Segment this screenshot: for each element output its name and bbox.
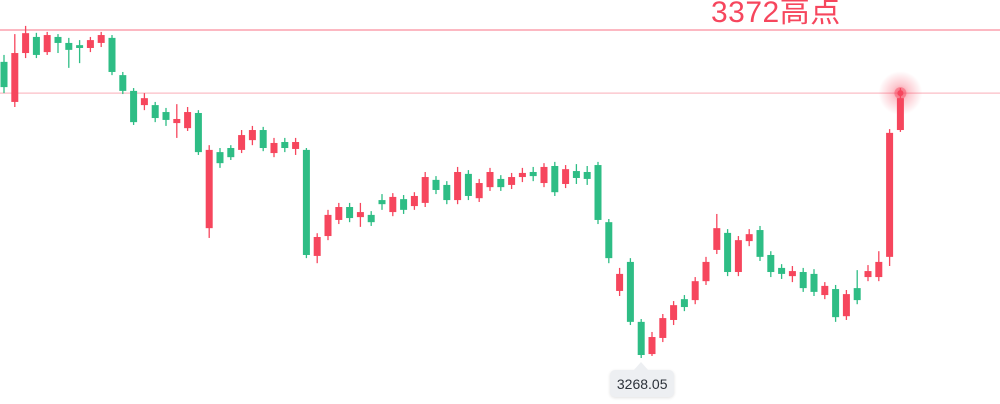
candle[interactable] [281,137,289,153]
candle[interactable] [356,202,364,227]
candle[interactable] [605,219,613,264]
candle[interactable] [216,148,224,168]
candle[interactable] [659,313,667,343]
candle[interactable] [518,167,526,183]
candle[interactable] [626,258,634,326]
candle[interactable] [562,165,570,189]
candle[interactable] [410,192,418,210]
candle[interactable] [788,266,796,283]
low-price-tooltip: 3268.05 [610,362,675,397]
candle[interactable] [205,145,213,238]
tooltip-price-text: 3268.05 [616,375,668,392]
candle[interactable] [130,88,138,125]
candle[interactable] [734,236,742,277]
candle[interactable] [529,166,537,182]
candle[interactable] [832,284,840,322]
candle[interactable] [313,233,321,264]
candle[interactable] [86,36,94,53]
candle[interactable] [238,130,246,154]
candle[interactable] [76,40,84,64]
candle[interactable] [616,267,624,296]
candle[interactable] [702,256,710,285]
candle[interactable] [292,137,300,155]
candle[interactable] [551,161,559,196]
candle[interactable] [378,194,386,210]
candle[interactable] [756,225,764,261]
candle[interactable] [572,164,580,184]
candle[interactable] [443,181,451,205]
candle[interactable] [65,37,73,68]
candle[interactable] [508,172,516,190]
candle[interactable] [259,126,267,152]
candle[interactable] [778,264,786,279]
candle[interactable] [248,125,256,146]
candle[interactable] [22,25,30,59]
candle[interactable] [464,170,472,201]
candle[interactable] [367,211,375,226]
candle[interactable] [162,107,170,126]
candle[interactable] [140,93,148,111]
candle[interactable] [886,129,894,267]
resistance-label: 3372高点 [711,0,841,29]
candle[interactable] [745,229,753,247]
candle[interactable] [670,301,678,326]
candle[interactable] [821,282,829,300]
candle[interactable] [497,175,505,191]
candle[interactable] [648,331,656,356]
candle[interactable] [486,167,494,191]
candle[interactable] [853,270,861,305]
candle[interactable] [184,106,192,131]
candle[interactable] [54,34,62,54]
candle[interactable] [475,178,483,202]
candle[interactable] [227,145,235,161]
candle[interactable] [583,165,591,185]
candle[interactable] [713,213,721,255]
last-price-glow-marker [878,71,923,116]
resistance-lines [0,29,1000,94]
candle[interactable] [799,267,807,292]
candle[interactable] [346,202,354,223]
candle[interactable] [324,209,332,241]
candle[interactable] [11,34,19,107]
candle[interactable] [119,71,127,95]
candle[interactable] [194,110,202,155]
candle[interactable] [724,229,732,277]
candle[interactable] [302,148,310,259]
candle[interactable] [864,265,872,282]
candle[interactable] [767,251,775,278]
candle[interactable] [335,202,343,225]
candle[interactable] [680,295,688,312]
candle[interactable] [151,101,159,123]
candle[interactable] [270,137,278,158]
candle[interactable] [0,54,8,94]
candle[interactable] [454,166,462,205]
candle[interactable] [637,319,645,358]
candle[interactable] [421,171,429,208]
tooltip-arrow-icon [633,362,650,371]
candles [0,25,904,358]
candle[interactable] [97,31,105,48]
candle[interactable] [389,193,397,217]
candle[interactable] [432,176,440,195]
candle[interactable] [32,32,40,59]
candle[interactable] [842,290,850,320]
candle[interactable] [108,35,116,76]
candle[interactable] [540,163,548,188]
candle[interactable] [173,104,181,138]
candle[interactable] [691,277,699,305]
candle[interactable] [875,251,883,282]
candle[interactable] [594,161,602,225]
candle[interactable] [400,195,408,214]
candle[interactable] [43,31,51,55]
candle[interactable] [810,269,818,296]
